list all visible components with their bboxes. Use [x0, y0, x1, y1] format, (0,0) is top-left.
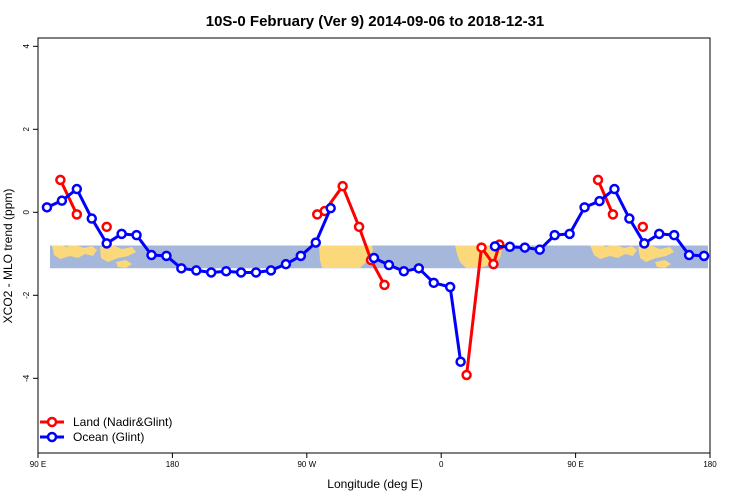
- series-ocean-point: [609, 183, 620, 195]
- series-ocean-point: [101, 238, 112, 249]
- x-tick-label: 90 E: [30, 460, 46, 469]
- series-land-point: [592, 174, 604, 186]
- series-ocean-point: [455, 356, 466, 367]
- series-ocean-point: [146, 249, 157, 261]
- series-ocean-point: [519, 242, 531, 253]
- series-ocean-point: [176, 263, 187, 274]
- series-land-point: [637, 221, 649, 233]
- series-ocean-point: [683, 249, 695, 261]
- series-ocean-point: [295, 250, 307, 262]
- series-ocean-point: [220, 265, 232, 277]
- series-ocean-point: [489, 241, 501, 252]
- series-ocean-point: [56, 195, 68, 206]
- x-tick-label: 180: [703, 460, 717, 469]
- series-land: [55, 174, 649, 381]
- legend-ocean-marker: [46, 431, 58, 443]
- series-land-point: [488, 258, 499, 270]
- legend-ocean-label: Ocean (Glint): [73, 430, 144, 444]
- legend-item-land: Land (Nadir&Glint): [40, 415, 172, 429]
- series-ocean-point: [116, 228, 127, 240]
- land-patch-islands-left: [100, 245, 136, 262]
- x-axis: 90 E 180 90 W 0 90 E 180: [30, 453, 717, 469]
- legend-land-marker: [46, 416, 58, 428]
- series-ocean-point: [310, 237, 322, 248]
- chart-title: 10S-0 February (Ver 9) 2014-09-06 to 201…: [206, 13, 545, 30]
- series-ocean-point: [235, 267, 247, 278]
- y-tick-label: -4: [22, 374, 31, 382]
- series-ocean-point: [413, 263, 425, 274]
- legend-land-label: Land (Nadir&Glint): [73, 415, 172, 429]
- series-ocean-point: [265, 265, 277, 276]
- series-ocean-point: [594, 195, 605, 207]
- series-ocean-point: [428, 277, 439, 289]
- land-patch-islands-right: [638, 245, 674, 262]
- series-land-line: [316, 184, 386, 286]
- series-ocean-point: [549, 229, 560, 241]
- series-ocean-point: [280, 258, 292, 270]
- series-ocean-point: [41, 202, 53, 213]
- series-ocean-point: [639, 238, 650, 249]
- series-ocean-point: [131, 229, 142, 241]
- y-tick-label: -2: [22, 291, 31, 299]
- series-ocean-point: [191, 265, 202, 276]
- x-tick-label: 90 W: [297, 460, 316, 469]
- series-ocean-point: [504, 241, 516, 252]
- series-land-point: [337, 180, 348, 192]
- y-tick-label: 2: [22, 127, 31, 132]
- series-ocean-point: [624, 213, 635, 224]
- land-patch-newguinea-right: [655, 260, 671, 268]
- series-ocean-point: [383, 259, 395, 271]
- y-tick-label: 0: [22, 210, 31, 215]
- series-ocean-point: [564, 228, 575, 240]
- x-tick-label: 0: [439, 460, 444, 469]
- series-land-point: [55, 174, 66, 186]
- land-patch-indonesia-left: [52, 245, 97, 259]
- x-tick-label: 90 E: [567, 460, 583, 469]
- series-ocean-point: [398, 265, 410, 277]
- y-tick-label: 4: [22, 44, 31, 49]
- land-patch-newguinea-left: [116, 260, 132, 268]
- series-land-point: [476, 242, 487, 253]
- series-land-point: [607, 209, 619, 220]
- land-patch-indonesia-right: [590, 245, 637, 259]
- series-ocean-point: [325, 202, 336, 214]
- series-ocean-point: [668, 229, 680, 241]
- plot-frame: [37, 37, 711, 454]
- series-ocean-point: [250, 267, 262, 278]
- series-land-point: [71, 209, 83, 220]
- series-ocean-point: [698, 250, 710, 262]
- chart-legend: Land (Nadir&Glint) Ocean (Glint): [40, 415, 172, 444]
- series-ocean-point: [161, 250, 172, 262]
- land-patch-south-america: [319, 245, 373, 268]
- map-strip-land: [52, 245, 674, 268]
- series-ocean-point: [534, 244, 546, 255]
- series-ocean-line: [373, 256, 463, 362]
- series-ocean-point: [71, 183, 83, 195]
- series-ocean-point: [653, 228, 665, 240]
- series-land-line: [465, 244, 501, 376]
- x-tick-label: 180: [166, 460, 180, 469]
- series-land-point: [461, 369, 472, 381]
- series-land-point: [353, 221, 365, 233]
- legend-item-ocean: Ocean (Glint): [40, 430, 144, 444]
- series-ocean: [41, 183, 710, 367]
- series-ocean-point: [579, 202, 590, 213]
- series-ocean-point: [444, 281, 456, 293]
- series-layer: [41, 174, 710, 381]
- series-land-point: [379, 279, 390, 291]
- series-ocean-point: [86, 213, 98, 224]
- series-land-point: [101, 221, 112, 233]
- x-axis-title: Longitude (deg E): [327, 477, 422, 491]
- series-ocean-point: [368, 252, 380, 264]
- y-axis: 4 2 0 -2 -4: [22, 44, 38, 382]
- y-axis-title: XCO2 - MLO trend (ppm): [1, 189, 15, 324]
- series-ocean-point: [205, 267, 217, 278]
